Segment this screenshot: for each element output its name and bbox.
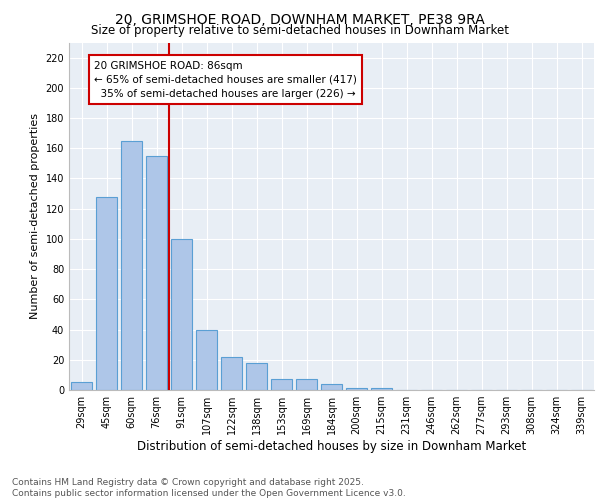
Bar [121, 140, 142, 390]
Text: 20, GRIMSHOE ROAD, DOWNHAM MARKET, PE38 9RA: 20, GRIMSHOE ROAD, DOWNHAM MARKET, PE38 … [115, 12, 485, 26]
Y-axis label: Number of semi-detached properties: Number of semi-detached properties [30, 114, 40, 320]
Bar [96, 196, 117, 390]
Bar [146, 156, 167, 390]
Bar [221, 357, 242, 390]
Bar [196, 330, 217, 390]
Bar [71, 382, 92, 390]
Bar [296, 380, 317, 390]
Bar [321, 384, 342, 390]
Text: Size of property relative to semi-detached houses in Downham Market: Size of property relative to semi-detach… [91, 24, 509, 37]
Bar [246, 363, 267, 390]
Bar [171, 239, 192, 390]
Bar [271, 380, 292, 390]
Bar [346, 388, 367, 390]
Bar [371, 388, 392, 390]
Text: Contains HM Land Registry data © Crown copyright and database right 2025.
Contai: Contains HM Land Registry data © Crown c… [12, 478, 406, 498]
Text: 20 GRIMSHOE ROAD: 86sqm
← 65% of semi-detached houses are smaller (417)
  35% of: 20 GRIMSHOE ROAD: 86sqm ← 65% of semi-de… [94, 60, 357, 98]
X-axis label: Distribution of semi-detached houses by size in Downham Market: Distribution of semi-detached houses by … [137, 440, 526, 453]
